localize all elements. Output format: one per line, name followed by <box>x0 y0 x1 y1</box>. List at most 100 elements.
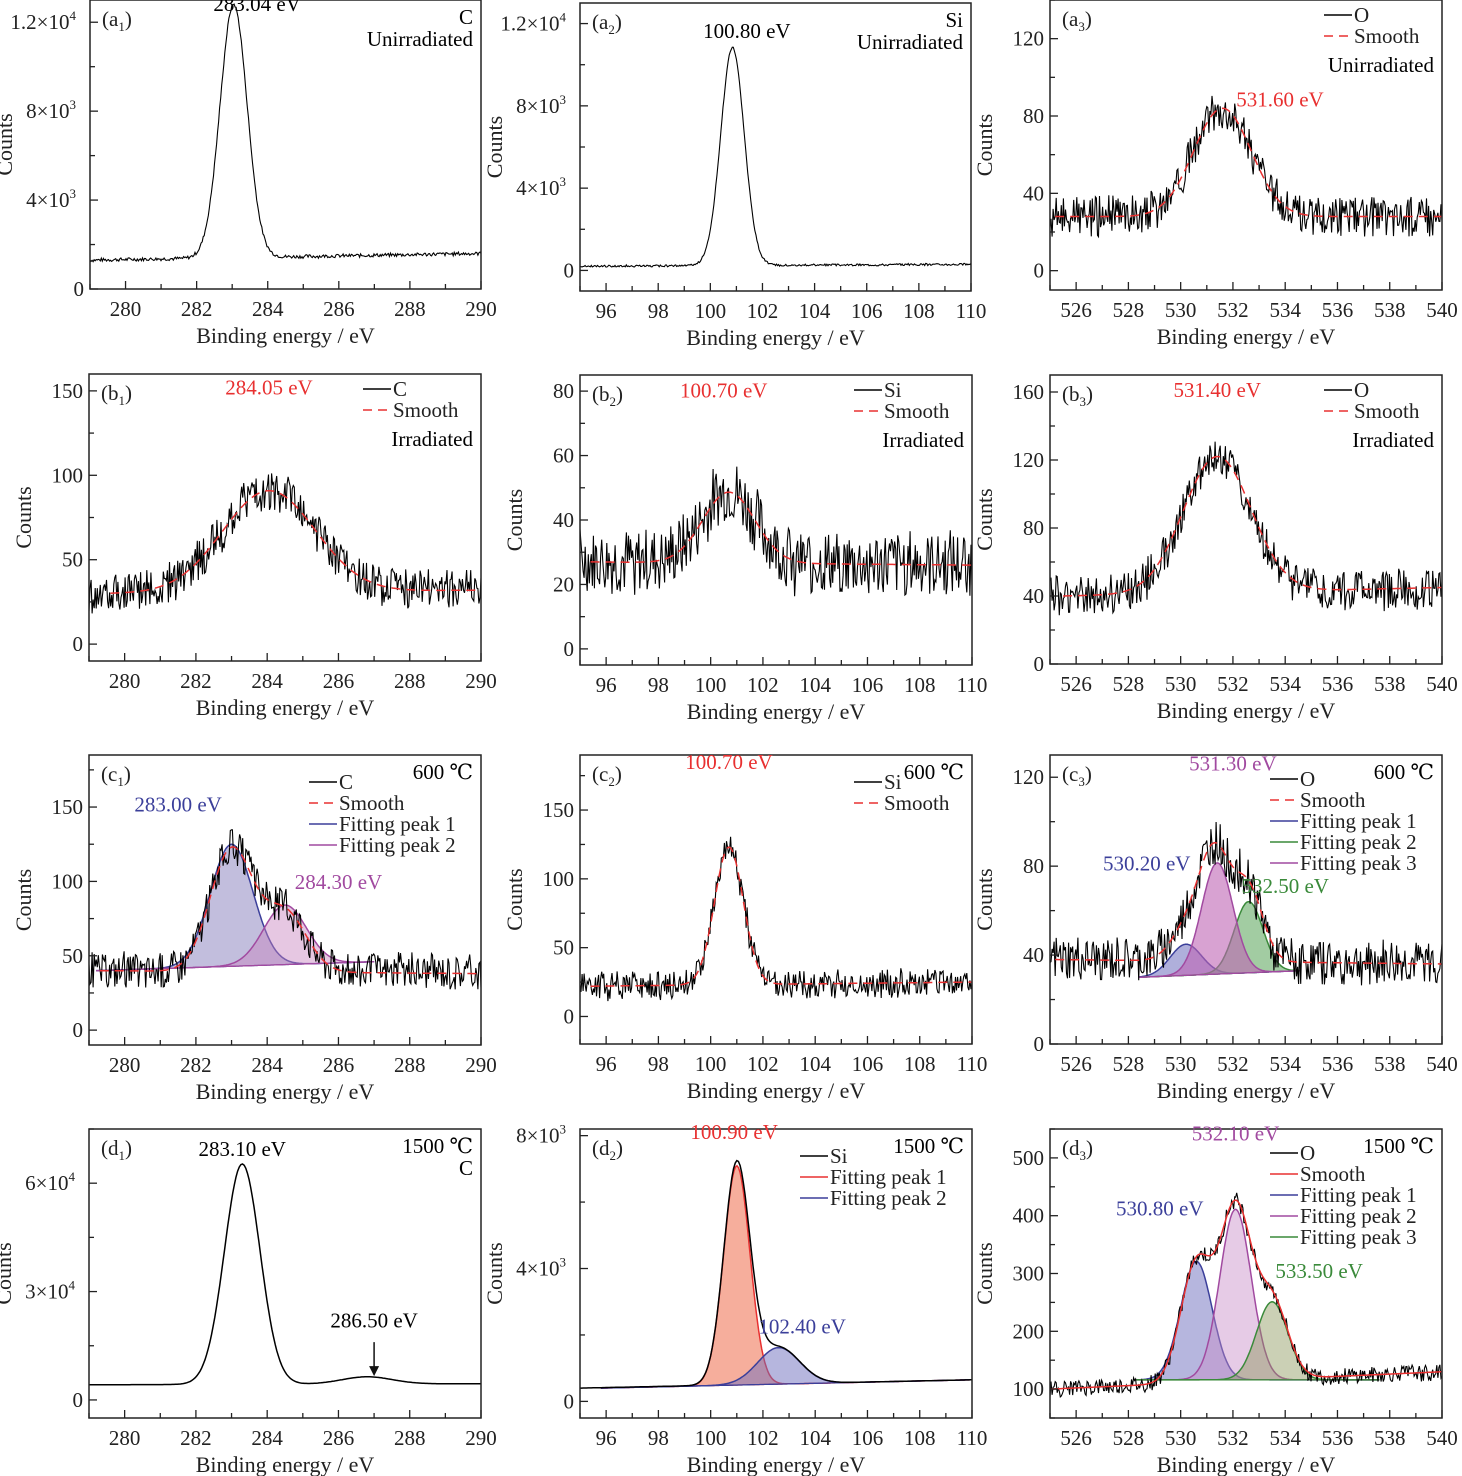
x-tick-label-a2: 98 <box>648 299 669 323</box>
y-tick-label-b3: 160 <box>1013 380 1045 404</box>
series-c2-smooth <box>590 846 972 987</box>
x-tick-label-c1: 288 <box>394 1053 426 1077</box>
y-tick-label-d2: 0 <box>564 1389 575 1413</box>
y-axis-label-a2: Counts <box>482 116 507 178</box>
x-tick-label-b3: 540 <box>1426 672 1458 696</box>
y-tick-label-a3: 0 <box>1034 259 1045 283</box>
x-tick-label-c1: 280 <box>109 1053 141 1077</box>
panel-d3: 526 528 530 532 534 536 538 540 100 200 300 400 500 B… <box>972 1122 1458 1476</box>
panel-label-d2: (d2) <box>592 1136 623 1163</box>
y-axis-label-d3: Counts <box>972 1242 997 1304</box>
y-tick-label-d3: 300 <box>1013 1262 1045 1286</box>
panel-label-a2: (a2) <box>592 10 622 37</box>
x-tick-label-d3: 540 <box>1426 1426 1458 1450</box>
panel-c3: 526 528 530 532 534 536 538 540 0 40 80 120 Binding … <box>972 752 1458 1103</box>
x-tick-label-d3: 526 <box>1060 1426 1092 1450</box>
plot-area-c3 <box>1050 821 1442 986</box>
x-tick-label-b2: 96 <box>596 673 617 697</box>
series-c2-si <box>580 836 972 1002</box>
series-d3-smooth <box>1050 1199 1442 1390</box>
legend-label-c2: Smooth <box>884 791 950 815</box>
y-tick-label-a3: 120 <box>1013 27 1045 51</box>
legend-label-d3: Smooth <box>1300 1162 1366 1186</box>
x-tick-label-c2: 104 <box>799 1052 831 1076</box>
y-axis-label-c1: Counts <box>11 869 36 931</box>
series-b1-smooth <box>110 489 481 594</box>
x-tick-label-d2: 98 <box>648 1426 669 1450</box>
legend-label-c3: O <box>1300 767 1315 791</box>
y-tick-label-d3: 100 <box>1013 1377 1045 1401</box>
x-tick-label-d2: 102 <box>747 1426 779 1450</box>
x-tick-label-c3: 530 <box>1165 1052 1197 1076</box>
series-c1-c <box>89 829 481 990</box>
x-axis-label-b2: Binding energy / eV <box>687 699 866 724</box>
annotation-d3-1: 530.80 eV <box>1116 1197 1204 1221</box>
legend-label-d3: Fitting peak 1 <box>1300 1183 1417 1207</box>
x-tick-label-b3: 532 <box>1217 672 1249 696</box>
x-axis-label-d1: Binding energy / eV <box>196 1452 375 1476</box>
annotation-d3-2: 533.50 eV <box>1275 1259 1363 1283</box>
x-tick-label-c3: 540 <box>1426 1052 1458 1076</box>
series-b2-smooth <box>590 491 972 566</box>
panel-label-a1: (a1) <box>102 7 132 34</box>
fit-area-c1-3 <box>96 905 375 971</box>
series-c3-o <box>1050 821 1442 986</box>
legend-label-c3: Fitting peak 1 <box>1300 809 1417 833</box>
x-tick-label-a1: 282 <box>181 297 213 321</box>
legend-label-d2: Fitting peak 1 <box>830 1165 947 1189</box>
fit-area-d2-2 <box>600 1347 972 1389</box>
panel-label-d1: (d1) <box>101 1136 132 1163</box>
annotation-b1-1: Irradiated <box>391 427 473 451</box>
legend-label-d2: Si <box>830 1144 848 1168</box>
annotation-d2-2: 1500 ℃ <box>893 1134 964 1158</box>
annotation-b2-1: Irradiated <box>882 428 964 452</box>
y-tick-label-c2: 0 <box>564 1004 575 1028</box>
legend-label-c3: Smooth <box>1300 788 1366 812</box>
panel-d1: 280 282 284 286 288 290 0 3×104 6×104 Binding ene… <box>0 1128 497 1476</box>
series-b1-c <box>89 473 481 614</box>
y-tick-label-a3: 40 <box>1023 181 1044 205</box>
plot-area-b1 <box>89 473 481 614</box>
x-tick-label-a1: 286 <box>323 297 355 321</box>
x-tick-label-b1: 284 <box>251 669 283 693</box>
annotation-d1-3: C <box>459 1156 473 1180</box>
y-tick-label-a1: 8×103 <box>26 97 76 123</box>
y-tick-label-c2: 50 <box>553 936 574 960</box>
x-tick-label-a2: 108 <box>903 299 935 323</box>
legend-label-b2: Si <box>884 378 902 402</box>
y-axis-label-b3: Counts <box>972 488 997 550</box>
annotation-c3-2: 532.50 eV <box>1241 874 1329 898</box>
y-tick-label-b2: 0 <box>564 637 575 661</box>
x-tick-label-d1: 280 <box>109 1426 141 1450</box>
panel-label-b1: (b1) <box>101 381 132 408</box>
x-tick-label-b2: 100 <box>695 673 727 697</box>
annotation-c3-0: 531.30 eV <box>1189 752 1277 776</box>
x-tick-label-a1: 288 <box>394 297 426 321</box>
x-axis-label-d3: Binding energy / eV <box>1157 1452 1336 1476</box>
y-tick-label-b1: 50 <box>62 548 83 572</box>
y-tick-label-a2: 4×103 <box>516 174 566 200</box>
annotation-c1-1: 284.30 eV <box>295 870 383 894</box>
x-tick-label-a3: 536 <box>1322 298 1354 322</box>
legend-label-c1: C <box>339 770 353 794</box>
plot-area-a2 <box>580 46 971 268</box>
y-tick-label-a3: 80 <box>1023 104 1044 128</box>
annotation-b2-0: 100.70 eV <box>680 379 768 403</box>
x-tick-label-c2: 108 <box>904 1052 936 1076</box>
series-a2-si <box>580 46 971 268</box>
x-tick-label-b1: 286 <box>323 669 355 693</box>
annotation-b3-0: 531.40 eV <box>1174 378 1262 402</box>
y-tick-label-d2: 8×103 <box>516 1122 566 1148</box>
x-tick-label-c3: 528 <box>1113 1052 1145 1076</box>
x-tick-label-c1: 282 <box>180 1053 212 1077</box>
x-axis-label-d2: Binding energy / eV <box>687 1452 866 1476</box>
legend-label-d2: Fitting peak 2 <box>830 1186 947 1210</box>
annotation-a3-0: 531.60 eV <box>1236 87 1324 111</box>
series-c1-fitting-peak-2 <box>96 904 375 972</box>
y-tick-label-c1: 50 <box>62 944 83 968</box>
annotation-c2-0: 100.70 eV <box>685 750 773 774</box>
fit-area-d3-3 <box>1136 1209 1380 1380</box>
annotation-b1-0: 284.05 eV <box>225 375 313 399</box>
x-tick-label-a2: 102 <box>747 299 779 323</box>
panel-c2: 96 98 100 102 104 106 108 110 0 50 100 150 Binding e… <box>502 750 987 1103</box>
